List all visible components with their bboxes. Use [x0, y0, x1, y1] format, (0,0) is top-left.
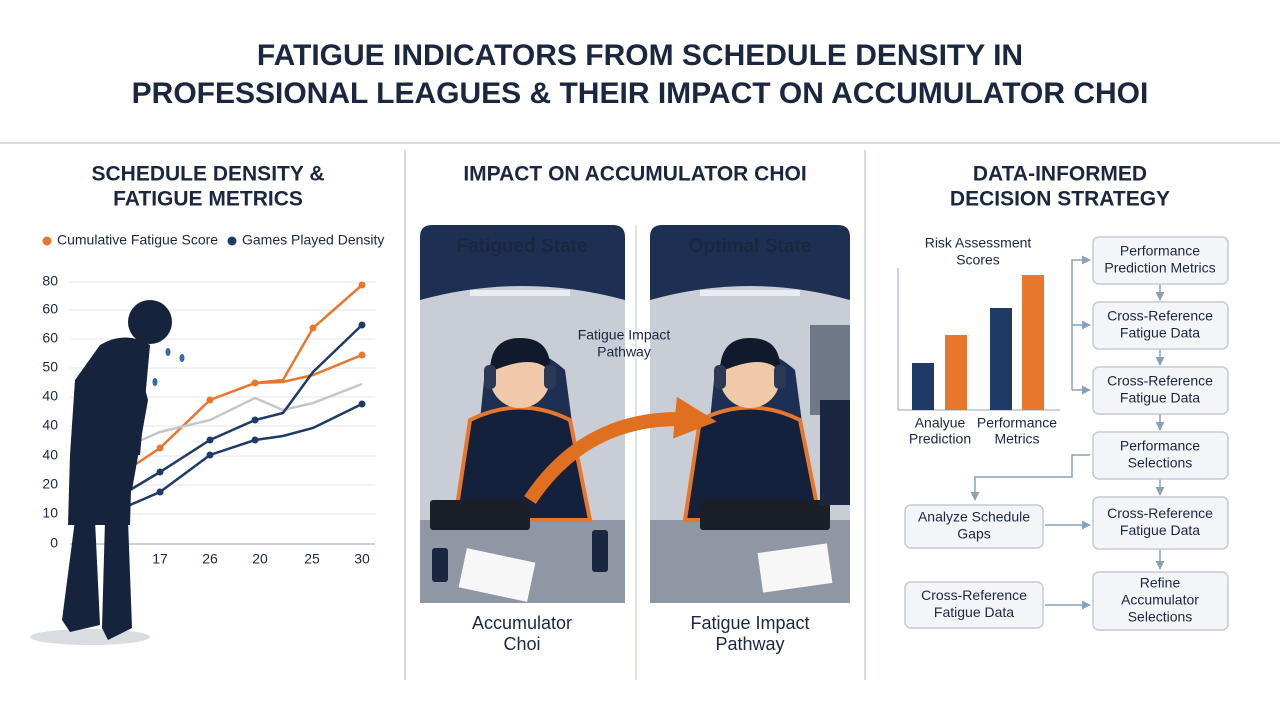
flow-box [904, 504, 1044, 549]
flow-box [904, 581, 1044, 629]
flow-box-label: Fatigue Data [934, 604, 1014, 620]
flow-box-label: Cross-Reference [1107, 308, 1213, 324]
y-tick-label: 60 [42, 330, 58, 346]
y-tick-label: 60 [42, 301, 58, 317]
y-tick-label: 20 [42, 476, 58, 492]
illustration [420, 225, 850, 603]
bar-label: Performance [977, 415, 1057, 431]
chart-label: Risk Assessment [925, 235, 1032, 251]
y-tick-label: 80 [42, 273, 58, 289]
flow-box [1092, 431, 1229, 480]
line-chart [30, 281, 375, 645]
flow-box-label: Accumulator [1121, 592, 1199, 608]
flow-box [1092, 496, 1229, 550]
x-tick-label: 26 [202, 551, 218, 567]
x-tick-label: 17 [152, 551, 168, 567]
flow-box-label: Performance [1120, 243, 1200, 259]
legend-swatch [227, 236, 237, 246]
section-heading: IMPACT ON ACCUMULATOR CHOI [463, 163, 806, 186]
y-tick-label: 40 [42, 388, 58, 404]
section-heading: DECISION STRATEGY [950, 188, 1170, 211]
flow-box-label: Performance [1120, 438, 1200, 454]
y-tick-label: 10 [42, 505, 58, 521]
legend-label: Cumulative Fatigue Score [57, 232, 218, 248]
pathway-label: Fatigue Impact [578, 327, 671, 343]
panel-caption: Fatigue Impact [690, 613, 809, 633]
panel-title: Fatigued State [457, 236, 588, 257]
flow-box-label: Cross-Reference [1107, 505, 1213, 521]
flow-box-label: Selections [1128, 455, 1193, 471]
section-heading: FATIGUE METRICS [113, 188, 303, 211]
y-tick-label: 40 [42, 447, 58, 463]
y-tick-label: 50 [42, 359, 58, 375]
pathway-label: Pathway [597, 344, 651, 360]
legend-label: Games Played Density [242, 232, 384, 248]
y-tick-label: 0 [50, 535, 58, 551]
flow-box [1092, 571, 1229, 631]
flow-box-label: Fatigue Data [1120, 390, 1200, 406]
flow-box [1092, 236, 1229, 285]
flow-box-label: Refine [1140, 575, 1181, 591]
x-tick-label: 30 [354, 551, 370, 567]
section-heading: SCHEDULE DENSITY & [92, 163, 325, 186]
panel-title: Optimal State [689, 236, 811, 257]
flow-box-label: Selections [1128, 609, 1193, 625]
panel-caption: Pathway [715, 634, 784, 654]
chart-label: Scores [956, 252, 1000, 268]
flow-box-label: Fatigue Data [1120, 325, 1200, 341]
x-tick-label: 25 [304, 551, 320, 567]
flow-box [1092, 301, 1229, 350]
legend-swatch [42, 236, 52, 246]
y-tick-label: 40 [42, 417, 58, 433]
flow-box-label: Prediction Metrics [1104, 260, 1215, 276]
flow-box-label: Analyze Schedule [918, 509, 1030, 525]
panel-caption: Accumulator [472, 613, 572, 633]
bar-chart [897, 268, 1060, 411]
flow-box [1092, 366, 1229, 415]
flow-box-label: Fatigue Data [1120, 522, 1200, 538]
flow-box-label: Gaps [957, 526, 990, 542]
page-title: FATIGUE INDICATORS FROM SCHEDULE DENSITY… [257, 39, 1023, 72]
flow-box-label: Cross-Reference [1107, 373, 1213, 389]
flow-box-label: Cross-Reference [921, 587, 1027, 603]
bar-label: Analyue [915, 415, 966, 431]
bar-label: Prediction [909, 431, 971, 447]
panel-caption: Choi [503, 634, 540, 654]
x-tick-label: 20 [252, 551, 268, 567]
section-heading: DATA-INFORMED [973, 163, 1147, 186]
page-title: PROFESSIONAL LEAGUES & THEIR IMPACT ON A… [132, 77, 1149, 110]
bar-label: Metrics [994, 431, 1039, 447]
flow-arrows [970, 255, 1165, 610]
